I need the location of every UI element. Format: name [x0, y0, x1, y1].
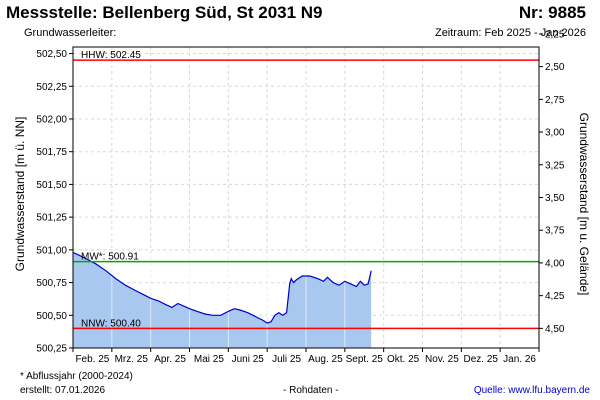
y-tick-label-left: 501,00 [36, 245, 67, 256]
page-title: Messstelle: Bellenberg Süd, St 2031 N9 [6, 3, 323, 22]
source: Quelle: www.lfu.bayern.de [474, 385, 590, 396]
x-tick-label: Okt. 25 [387, 354, 420, 365]
y-tick-label-right: 3,25 [545, 160, 565, 171]
x-tick-label: Jan. 26 [503, 354, 536, 365]
y-tick-label-right: 3,75 [545, 226, 565, 237]
y-tick-label-left: 500,25 [36, 344, 67, 355]
y-tick-label-right: 2,50 [545, 62, 565, 73]
reference-line-label: HHW: 502.45 [81, 50, 141, 61]
reference-line-label: MW*: 500.91 [81, 252, 139, 263]
x-tick-label: Dez. 25 [464, 354, 499, 365]
x-tick-label: Aug. 25 [308, 354, 343, 365]
y-tick-label-right: 4,00 [545, 258, 565, 269]
y-tick-label-left: 501,75 [36, 147, 67, 158]
x-tick-label: Nov. 25 [425, 354, 459, 365]
y-axis-label-right: Grundwasserstand [m u. Gelände] [577, 113, 591, 296]
footnote: * Abflussjahr (2000-2024) [20, 371, 133, 382]
x-tick-label: Sept. 25 [346, 354, 384, 365]
series-line [72, 251, 372, 324]
reference-lines: HHW: 502.45 MW*: 500.91 NNW: 500.40 [73, 50, 539, 329]
period-label: Zeitraum: Feb 2025 - Jan 2026 [434, 27, 586, 39]
source-link[interactable]: www.lfu.bayern.de [508, 385, 590, 396]
y-axis-label-left: Grundwasserstand [m ü. NN] [13, 117, 27, 272]
right-axis-ticks: 2,25 2,50 2,75 3,00 3,25 3,50 3,75 4,00 4,25 4,50 [539, 29, 565, 335]
y-tick-label-right: 3,50 [545, 193, 565, 204]
y-tick-label-left: 500,50 [36, 311, 67, 322]
left-axis-ticks: 500,25 500,50 500,75 501,00 501,25 501,50 501,… [36, 49, 73, 355]
y-tick-label-left: 502,25 [36, 82, 67, 93]
y-tick-label-left: 500,75 [36, 278, 67, 289]
raw-data-label: - Rohdaten - [283, 385, 339, 396]
created-date: erstellt: 07.01.2026 [20, 385, 106, 396]
y-tick-label-right: 2,25 [545, 29, 565, 40]
reference-line-label: NNW: 500.40 [81, 318, 141, 329]
y-tick-label-left: 502,50 [36, 49, 67, 60]
x-tick-label: Mai 25 [194, 354, 224, 365]
station-number: Nr: 9885 [518, 3, 586, 22]
x-axis-ticks: Feb. 25 Mrz. 25 Apr. 25 Mai 25 Juni 25 Juli 2… [72, 348, 540, 365]
y-tick-label-right: 4,50 [545, 324, 565, 335]
chart-grid [73, 47, 539, 349]
x-tick-label: Feb. 25 [75, 354, 109, 365]
y-tick-label-left: 501,25 [36, 213, 67, 224]
y-tick-label-right: 3,00 [545, 128, 565, 139]
aquifer-label: Grundwasserleiter: [24, 27, 117, 39]
y-tick-label-right: 2,75 [545, 95, 565, 106]
x-tick-label: Juni 25 [232, 354, 265, 365]
x-tick-label: Juli 25 [272, 354, 301, 365]
x-tick-label: Mrz. 25 [115, 354, 149, 365]
series-area-fill [73, 252, 372, 348]
y-tick-label-left: 502,00 [36, 114, 67, 125]
y-tick-label-right: 4,25 [545, 291, 565, 302]
x-tick-label: Apr. 25 [154, 354, 186, 365]
source-label: Quelle: [473, 385, 509, 396]
chart-series-area [72, 251, 372, 348]
y-tick-label-left: 501,50 [36, 180, 67, 191]
